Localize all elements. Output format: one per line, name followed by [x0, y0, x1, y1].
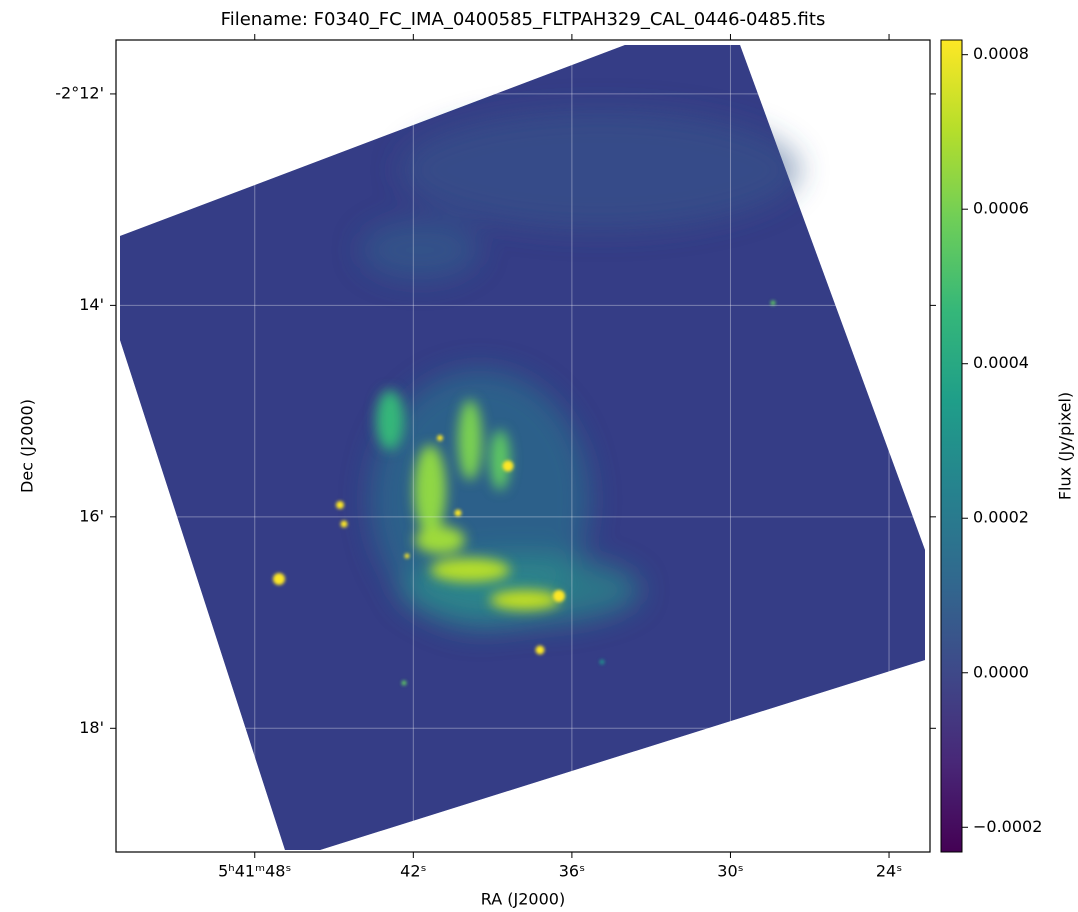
- colorbar-tick-label: 0.0002: [973, 508, 1029, 527]
- x-tick-label: 5ʰ41ᵐ48ˢ: [218, 862, 291, 881]
- chart: Filename: F0340_FC_IMA_0400585_FLTPAH329…: [0, 0, 1078, 912]
- y-axis-label: Dec (J2000): [18, 399, 37, 493]
- image: [120, 45, 925, 850]
- x-tick-label: 42ˢ: [400, 862, 426, 881]
- colorbar-label: Flux (Jy/pixel): [1056, 392, 1075, 500]
- colorbar-tick-label: −0.0002: [973, 817, 1042, 836]
- colorbar-tick-label: 0.0004: [973, 353, 1029, 372]
- y-tick-label: 16': [79, 506, 104, 525]
- x-tick-label: 30ˢ: [717, 862, 743, 881]
- colorbar-tick-label: 0.0000: [973, 662, 1029, 681]
- x-tick-label: 36ˢ: [559, 862, 585, 881]
- colorbar-tick-label: 0.0006: [973, 199, 1029, 218]
- chart-title: Filename: F0340_FC_IMA_0400585_FLTPAH329…: [221, 9, 826, 30]
- colorbar-tick-label: 0.0008: [973, 44, 1029, 63]
- x-tick-label: 24ˢ: [876, 862, 902, 881]
- y-tick-label: -2°12': [55, 83, 104, 102]
- y-tick-label: 14': [79, 295, 104, 314]
- x-axis-label: RA (J2000): [481, 890, 565, 909]
- colorbar: [941, 40, 962, 852]
- y-tick-label: 18': [79, 718, 104, 737]
